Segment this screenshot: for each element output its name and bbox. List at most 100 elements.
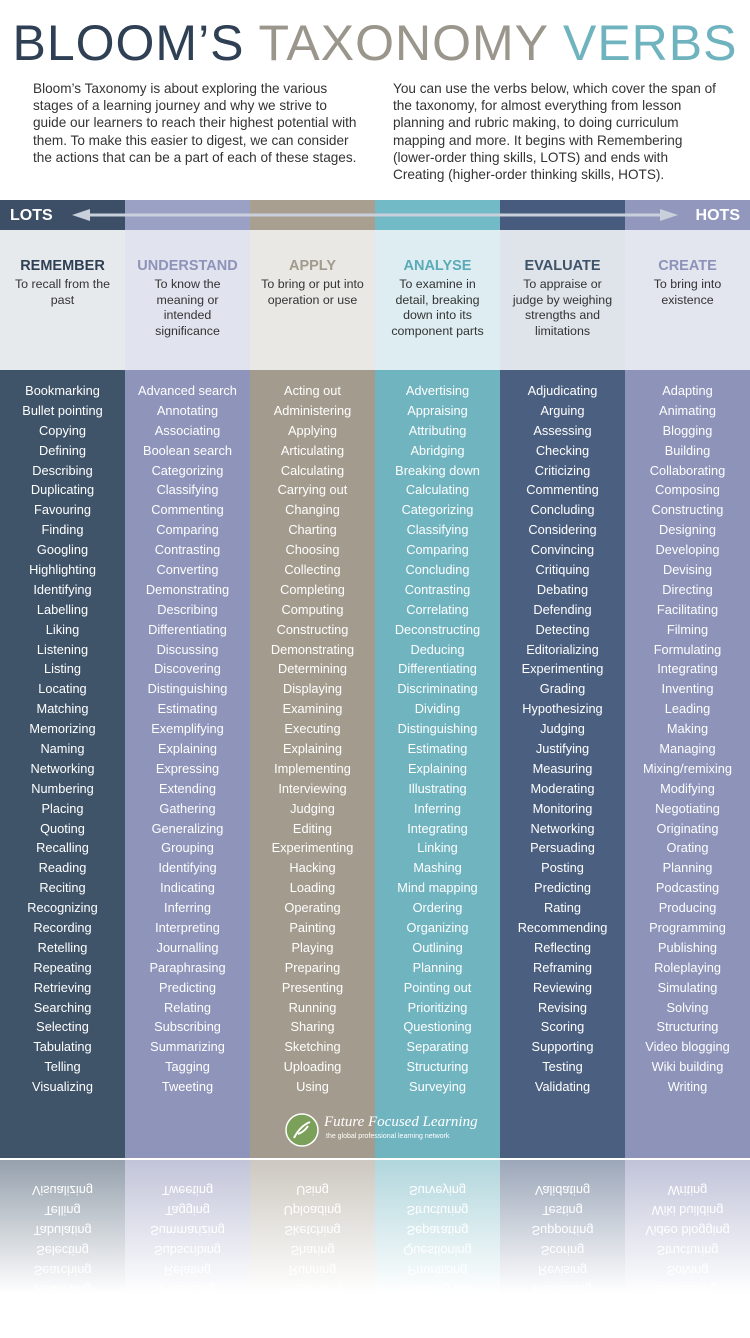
verb: Associating	[154, 422, 221, 438]
column: APPLY To bring or put into operation or u…	[250, 200, 375, 1158]
verb-list: Advanced search Annotating Associating Bool…	[125, 370, 250, 1158]
verb: Matching	[36, 701, 89, 717]
logo-icon	[285, 1113, 319, 1147]
verb: Finding	[41, 522, 84, 538]
verb: Recommending	[517, 920, 608, 936]
column-header: ANALYSE To examine in detail, breaking do…	[375, 230, 500, 370]
stage-definition: To know the meaning or intended signific…	[154, 277, 221, 338]
verb: Deconstructing	[394, 621, 481, 637]
verb: Advertising	[405, 383, 470, 398]
verb: Roleplaying	[654, 959, 721, 975]
verb: Checking	[535, 442, 590, 458]
verb: Contrasting	[154, 542, 221, 558]
column: CREATE To bring into existence Adapting Ani…	[625, 200, 750, 1158]
column-header: CREATE To bring into existence	[625, 230, 750, 370]
verb: Discovering	[154, 661, 221, 677]
verb: Formulating	[653, 641, 722, 657]
verb: Separating	[406, 1039, 469, 1055]
verb: Correlating	[406, 601, 469, 617]
verb: Visualizing	[32, 1079, 93, 1095]
verb: Assessing	[533, 422, 592, 438]
verb: Negotiating	[655, 800, 720, 816]
stage-definition: To appraise or judge by weighing strengt…	[512, 277, 613, 338]
verb: Reframing	[532, 959, 593, 975]
verb: Sketching	[284, 1039, 341, 1055]
verb-list: Acting out Administering Applying Articulat…	[250, 370, 375, 1158]
verb: Examining	[282, 701, 343, 717]
verb: Testing	[542, 1059, 583, 1075]
verb: Telling	[44, 1059, 81, 1075]
verb: Numbering	[31, 780, 94, 796]
verb: Structuring	[406, 1059, 469, 1075]
verb: Modifying	[660, 780, 715, 796]
verb: Describing	[32, 462, 93, 478]
stage-name: CREATE	[658, 258, 717, 274]
stage-name: APPLY	[288, 258, 336, 274]
stage-name: UNDERSTAND	[137, 258, 238, 274]
verb: Designing	[659, 522, 716, 538]
lots-label: LOTS	[10, 207, 53, 224]
verb: Searching	[33, 999, 92, 1015]
verb: Originating	[656, 820, 719, 836]
verb: Carrying out	[277, 482, 348, 498]
title-part: VERBS	[562, 15, 738, 71]
verb: Criticizing	[534, 462, 591, 478]
verb: Discriminating	[397, 681, 478, 697]
verb: Calculating	[405, 482, 470, 498]
title: BLOOM’S TAXONOMY VERBS	[0, 14, 750, 72]
verb: Listening	[36, 641, 89, 657]
verb: Commenting	[151, 502, 224, 518]
verb: Reciting	[39, 880, 86, 896]
verb: Wiki building	[651, 1059, 724, 1075]
verb: Operating	[284, 900, 341, 916]
verb: Persuading	[530, 840, 595, 856]
logo: Future Focused Learning the global profe…	[284, 1112, 484, 1148]
column-header: REMEMBER To recall from the past	[0, 230, 125, 370]
verb: Selecting	[36, 1019, 89, 1035]
verb: Relating	[164, 999, 211, 1015]
verb: Distinguishing	[147, 681, 228, 697]
verb: Adapting	[662, 383, 713, 398]
verb: Explaining	[282, 741, 343, 757]
verb: Hypothesizing	[522, 701, 603, 717]
verb-list: Bookmarking Bullet pointing Copying Definin…	[0, 370, 125, 1158]
stage-name: REMEMBER	[20, 258, 105, 274]
reflection-fade	[0, 1160, 750, 1338]
verb: Managing	[659, 741, 716, 757]
verb: Bookmarking	[25, 383, 100, 398]
verb: Judging	[290, 800, 335, 816]
verb: Describing	[157, 601, 218, 617]
verb: Highlighting	[29, 562, 96, 577]
verb: Programming	[649, 920, 726, 936]
verb: Questioning	[403, 1019, 472, 1035]
verb: Articulating	[280, 442, 345, 458]
arrow-head	[72, 209, 90, 221]
verb: Indicating	[160, 880, 215, 896]
column-header: UNDERSTAND To know the meaning or intende…	[125, 230, 250, 370]
title-part: BLOOM’S	[12, 15, 245, 71]
column-header: APPLY To bring or put into operation or u…	[250, 230, 375, 370]
verb: Appraising	[407, 402, 468, 418]
verb: Moderating	[530, 780, 595, 796]
verb: Categorizing	[401, 502, 474, 518]
verb: Attributing	[408, 422, 467, 438]
column: REMEMBER To recall from the past Bookmarki…	[0, 200, 125, 1158]
verb: Categorizing	[151, 462, 224, 478]
verb: Determining	[278, 661, 347, 677]
verb: Constructing	[276, 621, 349, 637]
column: UNDERSTAND To know the meaning or intende…	[125, 200, 250, 1158]
verb: Paraphrasing	[149, 959, 226, 975]
verb: Completing	[280, 581, 345, 597]
verb: Surveying	[409, 1079, 466, 1095]
logo-name: Future Focused Learning	[324, 1114, 478, 1130]
verb: Implementing	[274, 760, 351, 776]
verb: Interpreting	[155, 920, 220, 936]
verb: Integrating	[657, 661, 718, 677]
verb: Summarizing	[150, 1039, 225, 1055]
verb: Predicting	[534, 880, 591, 896]
verb-list: Adapting Animating Blogging Building Collabo…	[625, 370, 750, 1158]
stage-definition: To examine in detail, breaking down into…	[391, 277, 484, 338]
verb: Displaying	[282, 681, 343, 697]
verb: Leading	[664, 701, 711, 717]
verb: Boolean search	[143, 442, 232, 458]
